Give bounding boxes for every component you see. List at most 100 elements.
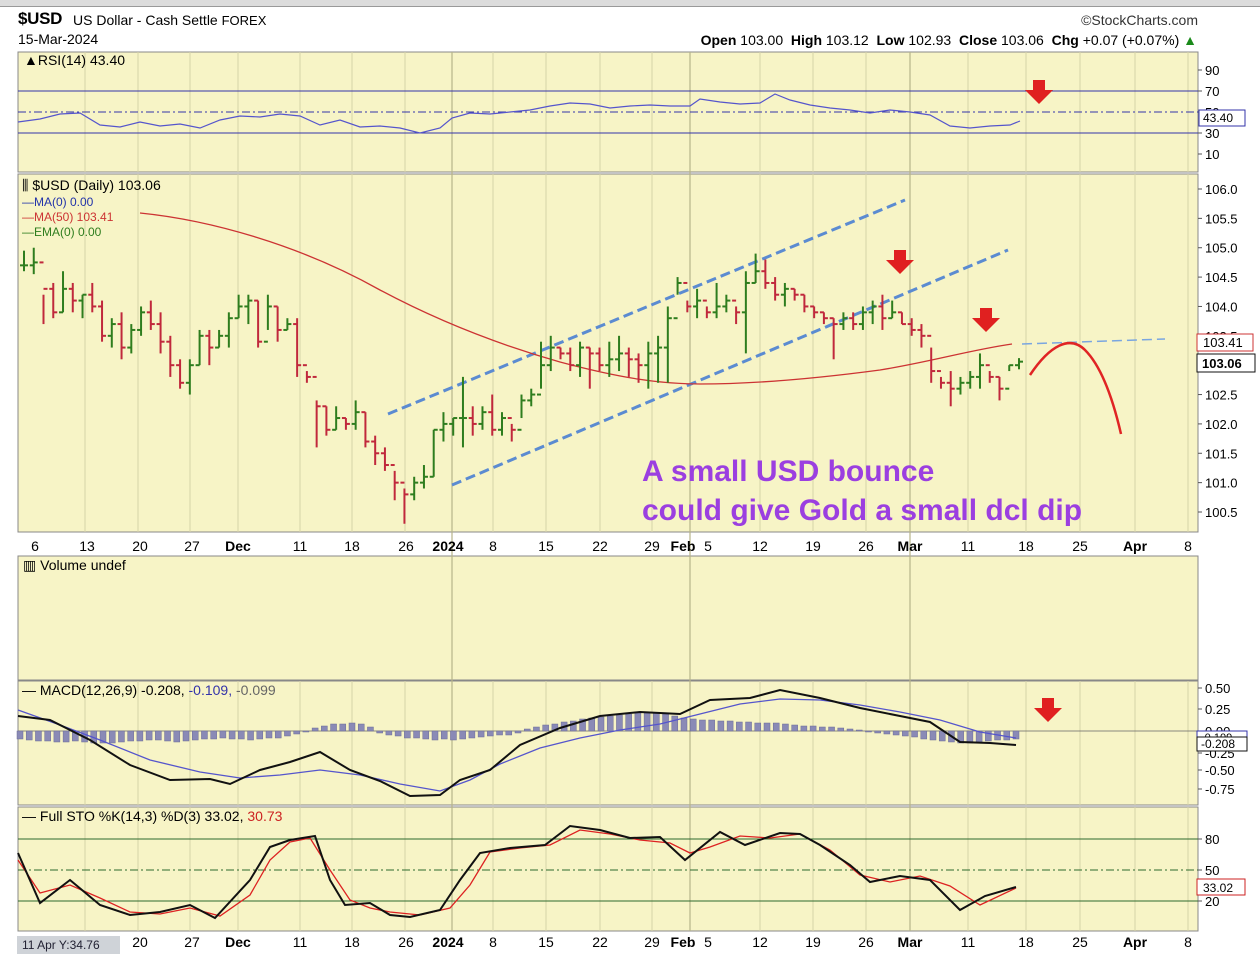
price-tick-label: 106.0 <box>1205 182 1238 197</box>
macd-histogram-bar <box>357 723 365 732</box>
macd-histogram-bar <box>846 728 854 732</box>
ohlc-bar <box>839 312 848 330</box>
ohlc-bar <box>176 359 185 389</box>
x-tick-label: Mar <box>898 538 923 554</box>
svg-text:103.41: 103.41 <box>1203 335 1243 350</box>
ohlc-bar <box>780 282 789 307</box>
arrow-down-icon <box>1034 698 1062 722</box>
x-tick-label: 11 <box>961 538 976 554</box>
ohlc-bars <box>20 247 1023 524</box>
ohlc-bar <box>449 417 458 436</box>
macd-histogram-bar <box>367 726 374 732</box>
brand-label[interactable]: ©StockCharts.com <box>1081 12 1198 28</box>
macd-histogram-bar <box>274 730 282 739</box>
macd-histogram-bar <box>496 730 503 736</box>
ohlc-bar <box>59 271 68 314</box>
x-tick-label-bottom: 20 <box>132 934 148 950</box>
ohlc-bar <box>488 394 497 436</box>
ohlc-bar <box>576 341 585 377</box>
macd-histogram-bar <box>191 730 199 741</box>
x-tick-label: 12 <box>752 538 768 554</box>
trend-channel <box>387 198 1166 487</box>
ma50-value-tag: 103.41 <box>1196 333 1254 352</box>
macd-histogram-bar <box>477 730 485 738</box>
rsi-tick-label: 70 <box>1205 84 1219 99</box>
macd-histogram-bar <box>256 730 264 740</box>
x-tick-label: 27 <box>184 538 200 554</box>
ohlc-bar <box>966 371 975 389</box>
ohlc-bar <box>985 364 994 383</box>
x-tick-label: 25 <box>1072 538 1088 554</box>
sto-tick-label: 80 <box>1205 832 1219 847</box>
macd-histogram-bar <box>25 730 33 741</box>
ohlc-bar <box>917 324 926 348</box>
ohlc-bar <box>683 281 692 313</box>
ohlc-bar <box>361 411 370 448</box>
price-tick-label: 104.5 <box>1205 270 1238 285</box>
macd-panel <box>17 680 1199 806</box>
macd-histogram-bar <box>874 730 881 734</box>
macd-histogram-bar <box>459 730 466 740</box>
ohlc-bar <box>663 306 672 383</box>
macd-histogram-bar <box>911 730 918 738</box>
macd-histogram-bar <box>238 730 245 740</box>
macd-histogram-bar <box>413 730 420 739</box>
macd-histogram-bar <box>145 730 153 741</box>
ohlc-bar <box>78 293 87 319</box>
x-tick-label: 5 <box>704 538 712 554</box>
ohlc-bar <box>732 299 741 325</box>
ohlc-bar <box>371 435 380 466</box>
ohlc-bar <box>107 318 116 348</box>
x-tick-label: 18 <box>1018 538 1034 554</box>
x-tick-label-bottom: 12 <box>752 934 768 950</box>
macd-histogram-bar <box>265 730 273 739</box>
ohlc-bar <box>897 311 906 326</box>
svg-text:43.40: 43.40 <box>1203 111 1233 125</box>
ohlc-bar <box>888 300 897 320</box>
ohlc-bar <box>88 282 97 313</box>
x-tick-label-bottom: 8 <box>1184 934 1192 950</box>
macd-histogram-bar <box>689 718 697 732</box>
macd-histogram-bar <box>929 730 937 741</box>
ohlc-bar <box>117 312 126 360</box>
macd-histogram-bar <box>468 730 476 739</box>
sto-levels <box>18 838 1198 902</box>
macd-histogram-bar <box>514 730 522 734</box>
macd-legend: — MACD(12,26,9) -0.208, -0.109, -0.099 <box>22 682 276 698</box>
ohlc-bar <box>137 306 146 336</box>
ohlc-bar <box>956 376 965 395</box>
projection-curve <box>1028 341 1123 435</box>
ohlc-bar <box>263 294 272 343</box>
y-axes: 9070503010106.0105.5105.0104.5104.0103.5… <box>1198 63 1238 909</box>
ohlc-bar <box>29 247 38 275</box>
ohlc-bar <box>790 287 799 301</box>
ohlc-bar <box>537 341 546 396</box>
x-tick-label: 26 <box>398 538 414 554</box>
macd-histogram-bar <box>164 730 171 742</box>
ohlc-bar <box>341 417 350 430</box>
macd-histogram-bar <box>404 730 411 739</box>
macd-histogram-bar <box>680 717 688 732</box>
price-tick-label: 105.0 <box>1205 241 1238 256</box>
macd-histogram-bar <box>892 730 900 736</box>
ohlc-bar <box>166 335 175 377</box>
sto-value-tag: 33.02 <box>1196 878 1246 896</box>
ohlc-bar <box>644 341 653 389</box>
ohlc-bar <box>468 406 477 436</box>
ohlc-bar <box>615 335 624 372</box>
x-tick-label-bottom: Mar <box>898 934 923 950</box>
price-tick-label: 105.5 <box>1205 211 1238 226</box>
sto-tick-label: 20 <box>1205 894 1219 909</box>
sto-k-line <box>17 824 1017 920</box>
sto-tick-label: 50 <box>1205 863 1219 878</box>
macd-histogram-bar <box>311 727 319 732</box>
macd-histogram-bar <box>985 730 992 742</box>
macd-histogram-bar <box>201 730 208 740</box>
rsi-value-tag: 43.40 <box>1198 109 1246 127</box>
legend-ma0: —MA(0) 0.00 <box>22 195 94 209</box>
ohlc-bar <box>351 400 360 430</box>
macd-histogram-bar <box>173 730 181 743</box>
rsi-tick-label: 30 <box>1205 126 1219 141</box>
macd-histogram-bar <box>284 730 291 737</box>
x-tick-label-bottom: 5 <box>704 934 712 950</box>
